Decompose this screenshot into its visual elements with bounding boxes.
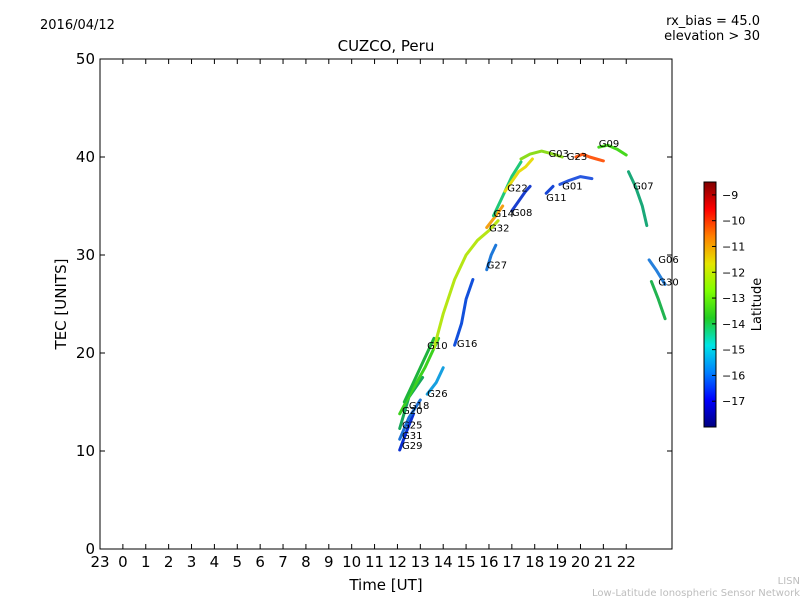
series-line-g10 — [432, 219, 500, 350]
x-tick-label: 15 — [457, 553, 476, 571]
satellite-label-g06: G06 — [658, 255, 678, 266]
satellite-label-g20: G20 — [402, 406, 422, 417]
x-tick-label: 5 — [233, 553, 243, 571]
series-line-g11 — [544, 184, 555, 195]
x-tick-label: 1 — [141, 553, 151, 571]
plot-frame — [99, 58, 673, 550]
y-tick-label: 0 — [85, 540, 95, 558]
colorbar-tick-label: −16 — [722, 369, 745, 382]
x-tick-label: 11 — [365, 553, 384, 571]
series-line-g16 — [453, 278, 475, 347]
y-axis-label: TEC [UNITS] — [52, 259, 70, 351]
satellite-label-g07: G07 — [633, 181, 653, 192]
series-line-g06 — [647, 258, 667, 286]
series-line-g03 — [519, 149, 564, 161]
satellite-label-g23: G23 — [567, 152, 587, 163]
x-tick-label: 12 — [388, 553, 407, 571]
y-tick-label: 50 — [76, 50, 95, 68]
elevation-label: elevation > 30 — [664, 29, 760, 44]
series-line-g18 — [402, 336, 436, 404]
x-tick-label: 13 — [411, 553, 430, 571]
x-tick-label: 22 — [617, 553, 636, 571]
satellite-label-g14: G14 — [494, 209, 514, 220]
x-tick-label: 4 — [210, 553, 220, 571]
satellite-label-g22: G22 — [507, 183, 527, 194]
y-tick-label: 40 — [76, 148, 95, 166]
footer-lisn: LISN — [777, 576, 800, 587]
colorbar-tick-label: −12 — [722, 266, 745, 279]
x-tick-label: 9 — [324, 553, 334, 571]
satellite-label-g31: G31 — [402, 431, 422, 442]
satellite-label-g29: G29 — [402, 441, 422, 452]
x-tick-label: 0 — [118, 553, 128, 571]
x-tick-label: 7 — [278, 553, 288, 571]
y-tick-label: 30 — [76, 246, 95, 264]
satellite-label-g32: G32 — [489, 223, 509, 234]
x-tick-label: 3 — [187, 553, 197, 571]
y-tick-label: 10 — [76, 442, 95, 460]
rx-bias-label: rx_bias = 45.0 — [666, 14, 760, 29]
colorbar-tick-label: −15 — [722, 344, 745, 357]
x-tick-label: 17 — [502, 553, 521, 571]
x-tick-label: 16 — [479, 553, 498, 571]
colorbar-tick-label: −11 — [722, 240, 745, 253]
series-line-g27 — [485, 243, 498, 272]
x-tick-label: 18 — [525, 553, 544, 571]
satellite-label-g09: G09 — [599, 139, 619, 150]
date-label: 2016/04/12 — [40, 18, 115, 33]
series-line-g29 — [398, 412, 415, 452]
satellite-label-g30: G30 — [658, 277, 678, 288]
satellite-label-g26: G26 — [427, 389, 447, 400]
series-line-g22 — [503, 157, 534, 193]
colorbar — [703, 181, 717, 428]
colorbar-tick-label: −14 — [722, 318, 745, 331]
x-tick-label: 14 — [434, 553, 453, 571]
series-line-g07 — [627, 170, 649, 228]
colorbar-tick-label: −17 — [722, 395, 745, 408]
colorbar-tick-label: −13 — [722, 292, 745, 305]
series-line-g23 — [574, 152, 605, 163]
series-line-g01 — [558, 175, 594, 186]
satellite-label-g08: G08 — [512, 208, 532, 219]
series-line-g32 — [485, 204, 505, 230]
series-line-g20 — [398, 336, 441, 416]
satellite-label-g03: G03 — [548, 149, 568, 160]
satellite-label-g18: G18 — [409, 401, 429, 412]
satellite-label-g01: G01 — [562, 181, 582, 192]
x-tick-label: 19 — [548, 553, 567, 571]
satellite-label-g27: G27 — [487, 261, 507, 272]
series-line-g08 — [510, 184, 532, 213]
colorbar-tick-label: −9 — [722, 189, 738, 202]
x-tick-label: 23 — [90, 553, 109, 571]
x-tick-label: 20 — [571, 553, 590, 571]
x-tick-label: 8 — [301, 553, 311, 571]
satellite-label-g16: G16 — [457, 339, 477, 350]
x-axis-label: Time [UT] — [348, 576, 422, 594]
footer-network: Low-Latitude Ionospheric Sensor Network — [592, 588, 800, 599]
y-tick-label: 20 — [76, 344, 95, 362]
series-line-g26 — [425, 366, 445, 396]
colorbar-tick-label: −10 — [722, 215, 745, 228]
satellite-label-g10: G10 — [427, 341, 447, 352]
chart-title: CUZCO, Peru — [337, 37, 435, 55]
series-line-g09 — [597, 143, 628, 157]
x-tick-label: 21 — [594, 553, 613, 571]
satellite-label-g25: G25 — [402, 420, 422, 431]
colorbar-label: Latitude — [750, 278, 765, 332]
satellite-label-g11: G11 — [546, 193, 566, 204]
x-tick-label: 10 — [342, 553, 361, 571]
x-tick-label: 6 — [255, 553, 265, 571]
series-line-g30 — [649, 280, 667, 321]
x-tick-label: 2 — [164, 553, 174, 571]
series-line-g31 — [398, 398, 422, 441]
